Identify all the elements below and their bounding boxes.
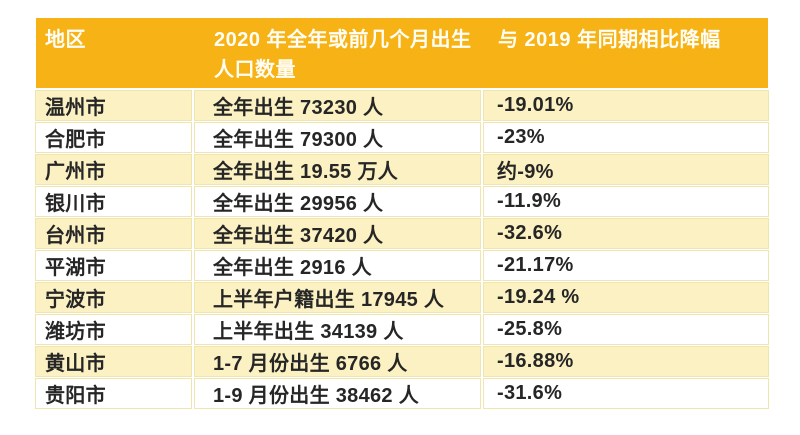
decline-cell: -25.8% (484, 315, 768, 344)
column-header-decline: 与 2019 年同期相比降幅 (498, 29, 721, 51)
births-cell: 全年出生 73230 人 (195, 91, 480, 120)
births-cell: 上半年户籍出生 17945 人 (195, 283, 480, 312)
region-cell: 温州市 (36, 91, 191, 120)
table-body: 温州市 全年出生 73230 人 -19.01% 合肥市 全年出生 79300 人 -23… (36, 91, 768, 408)
column-header-region: 地区 (45, 29, 86, 51)
decline-cell: -23% (484, 123, 768, 152)
column-header-births-line1: 2020 年全年或前几个月出生 (214, 29, 472, 51)
decline-cell: -21.17% (484, 251, 768, 280)
region-cell: 贵阳市 (36, 379, 191, 408)
decline-cell: -19.24 % (484, 283, 768, 312)
decline-cell: -19.01% (484, 91, 768, 120)
column-header-births: 2020 年全年或前几个月出生 人口数量 (195, 18, 484, 88)
birth-statistics-table: 地区 2020 年全年或前几个月出生 人口数量 与 2019 年同期相比降幅 温… (36, 18, 768, 408)
column-header-births-line2: 人口数量 (214, 59, 296, 81)
region-cell: 黄山市 (36, 347, 191, 376)
table-header-row: 地区 2020 年全年或前几个月出生 人口数量 与 2019 年同期相比降幅 (36, 18, 768, 88)
births-cell: 全年出生 79300 人 (195, 123, 480, 152)
births-cell: 全年出生 19.55 万人 (195, 155, 480, 184)
decline-cell: 约-9% (484, 155, 768, 184)
region-cell: 平湖市 (36, 251, 191, 280)
region-cell: 潍坊市 (36, 315, 191, 344)
region-cell: 宁波市 (36, 283, 191, 312)
births-cell: 1-9 月份出生 38462 人 (195, 379, 480, 408)
decline-cell: -31.6% (484, 379, 768, 408)
region-cell: 合肥市 (36, 123, 191, 152)
births-cell: 全年出生 37420 人 (195, 219, 480, 248)
decline-cell: -11.9% (484, 187, 768, 216)
births-cell: 1-7 月份出生 6766 人 (195, 347, 480, 376)
decline-cell: -32.6% (484, 219, 768, 248)
births-cell: 上半年出生 34139 人 (195, 315, 480, 344)
births-cell: 全年出生 29956 人 (195, 187, 480, 216)
region-cell: 广州市 (36, 155, 191, 184)
decline-cell: -16.88% (484, 347, 768, 376)
region-cell: 银川市 (36, 187, 191, 216)
births-cell: 全年出生 2916 人 (195, 251, 480, 280)
region-cell: 台州市 (36, 219, 191, 248)
